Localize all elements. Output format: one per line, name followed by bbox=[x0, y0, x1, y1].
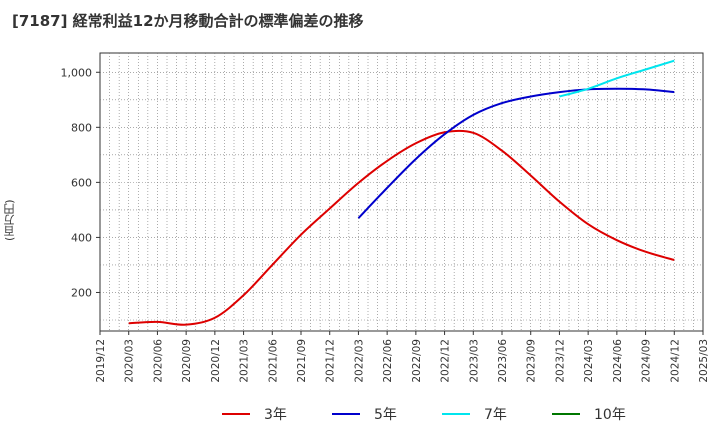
y-tick-label: 200 bbox=[71, 286, 92, 299]
x-tick-label: 2022/03 bbox=[353, 339, 365, 383]
grid bbox=[100, 53, 703, 331]
y-tick-label: 600 bbox=[71, 176, 92, 189]
x-tick-label: 2024/09 bbox=[641, 339, 653, 383]
legend-label-4: 10年 bbox=[594, 407, 626, 423]
x-tick-label: 2023/12 bbox=[554, 339, 566, 383]
x-tick-label: 2020/03 bbox=[124, 339, 136, 383]
x-tick-label: 2023/09 bbox=[526, 339, 538, 383]
x-tick-label: 2021/06 bbox=[267, 339, 279, 383]
x-tick-label: 2024/03 bbox=[583, 339, 595, 383]
x-tick-label: 2020/12 bbox=[210, 339, 222, 383]
x-tick-label: 2022/06 bbox=[382, 339, 394, 383]
x-tick-label: 2024/12 bbox=[669, 339, 681, 383]
legend-label-2: 5年 bbox=[374, 407, 397, 423]
legend-label-1: 3年 bbox=[264, 407, 287, 423]
series-line-3 bbox=[559, 59, 675, 98]
series-line-2 bbox=[357, 87, 675, 219]
x-tick-label: 2021/09 bbox=[296, 339, 308, 383]
legend-label-3: 7年 bbox=[484, 407, 507, 423]
x-tick-label: 2020/06 bbox=[152, 339, 164, 383]
plot-area bbox=[99, 52, 704, 332]
x-tick-label: 2024/06 bbox=[612, 339, 624, 383]
x-tick-label: 2023/06 bbox=[497, 339, 509, 383]
y-tick-label: 1,000 bbox=[61, 66, 93, 79]
x-tick-label: 2023/03 bbox=[468, 339, 480, 383]
x-tick-label: 2021/12 bbox=[325, 339, 337, 383]
x-tick-label: 2019/12 bbox=[95, 339, 107, 383]
x-tick-label: 2022/09 bbox=[411, 339, 423, 383]
y-tick-label: 800 bbox=[71, 121, 92, 134]
chart-title: [7187] 経常利益12か月移動合計の標準偏差の推移 bbox=[12, 12, 364, 30]
x-tick-label: 2025/03 bbox=[698, 339, 710, 383]
y-tick-label: 400 bbox=[71, 231, 92, 244]
x-tick-label: 2020/09 bbox=[181, 339, 193, 383]
x-tick-label: 2022/12 bbox=[440, 339, 452, 383]
series-line-1 bbox=[128, 129, 675, 326]
x-tick-label: 2021/03 bbox=[239, 339, 251, 383]
